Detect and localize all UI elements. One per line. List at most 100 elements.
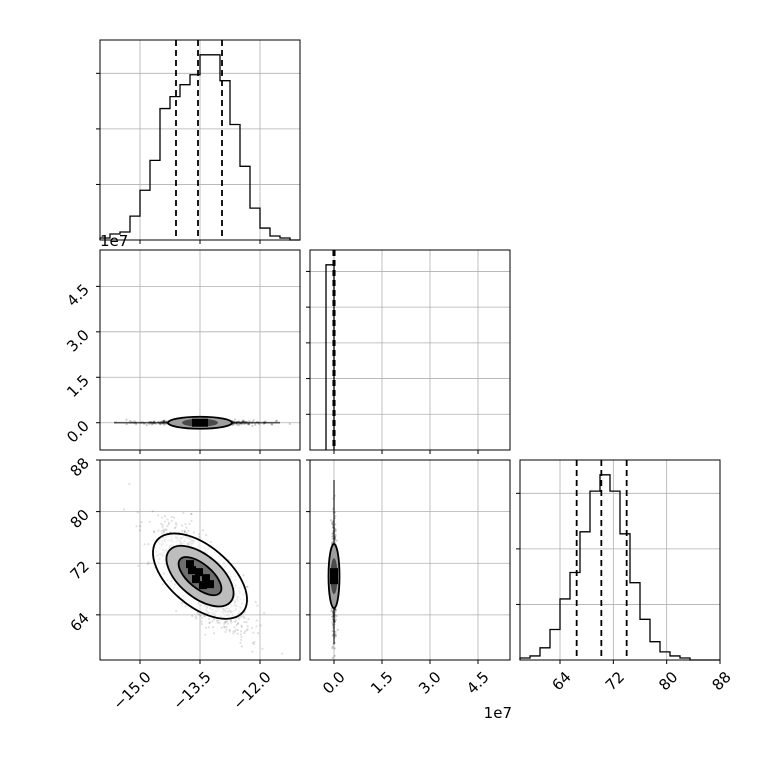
kde-p1-p2-sample-point <box>334 630 337 634</box>
kde-p0-p2-core-cell-6 <box>186 560 194 569</box>
kde-p1-p2-sample-point <box>331 540 334 544</box>
kde-p0-p2-core-cell-2 <box>202 574 210 583</box>
kde-p0-p1-sample-point <box>163 419 166 422</box>
kde-p0-p2-sample-point <box>259 624 262 627</box>
kde-p0-p2-sample-point <box>160 522 163 526</box>
kde-p0-p1-sample-point <box>271 423 274 426</box>
kde-p0-p2-sample-point <box>160 529 163 533</box>
kde-p0-p1-sample-point <box>251 424 254 427</box>
kde-p0-p2-sample-point <box>162 531 166 534</box>
kde-p0-p2-sample-point <box>183 529 186 532</box>
kde-p0-p2-sample-point <box>181 524 184 527</box>
kde-p0-p2-sample-point <box>166 525 169 528</box>
kde-p0-p1-ytick-label-0: 0.0 <box>63 417 93 447</box>
kde-p0-p1-frame <box>99 249 301 451</box>
kde-p0-p2-sample-point <box>201 529 204 532</box>
kde-p0-p1-sample-point <box>288 422 291 425</box>
kde-p0-p2-sample-point <box>194 615 197 619</box>
kde-p0-p2-sample-point <box>223 622 226 625</box>
kde-p0-p2-sample-point <box>230 621 233 624</box>
kde-p0-p2-sample-point <box>183 530 186 534</box>
kde-p0-p2-sample-point <box>163 529 166 533</box>
kde-p0-p2-sample-point <box>226 620 229 623</box>
kde-p0-p2-frame <box>99 459 301 661</box>
hist-p1-frame <box>309 249 511 451</box>
kde-p1-p2-sample-point <box>334 534 337 537</box>
kde-p0-p2-sample-point <box>232 630 235 633</box>
kde-p1-p2-sample-point <box>331 647 334 650</box>
density-layer <box>114 418 339 659</box>
kde-p0-p2-sample-point <box>213 618 216 621</box>
kde-p0-p2-sample-point <box>236 622 240 625</box>
kde-p0-p1-sample-point <box>150 423 154 426</box>
kde-p0-p2-sample-point <box>212 632 216 635</box>
kde-p0-p2-sample-point <box>143 543 146 546</box>
kde-p1-p2-sample-point <box>334 635 337 638</box>
kde-p0-p2-sample-point <box>192 531 195 534</box>
kde-p1-p2-sample-point <box>336 628 339 631</box>
kde-p0-p2-ytick-label-1: 72 <box>67 557 93 583</box>
kde-p0-p2-sample-point <box>191 614 194 618</box>
kde-p0-p1-sample-point <box>125 423 128 426</box>
kde-p0-p2-sample-point <box>209 540 212 544</box>
kde-p0-p2-sample-point <box>174 521 177 525</box>
kde-p0-p1-sample-point <box>133 420 136 423</box>
kde-p0-p1-ytick-label-3: 4.5 <box>63 280 93 310</box>
kde-p0-p1-sample-point <box>233 418 236 421</box>
kde-p0-p1-sample-point <box>270 423 273 426</box>
kde-p0-p2-sample-point <box>225 628 228 631</box>
kde-p0-p2-sample-point <box>224 630 227 634</box>
kde-p0-p1-sample-point <box>163 423 166 426</box>
kde-p0-p2-sample-point <box>161 525 164 529</box>
kde-p0-p2-sample-point <box>254 600 257 604</box>
kde-p0-p2-sample-point <box>246 585 249 588</box>
kde-p1-p2-sample-point <box>334 609 338 612</box>
kde-p0-p2-sample-point <box>215 619 218 622</box>
kde-p0-p2-sample-point <box>234 630 237 633</box>
kde-p1-p2-core-cell <box>330 568 338 585</box>
kde-p0-p2-core-cell-4 <box>199 581 207 590</box>
kde-p0-p1-sample-point <box>252 419 255 422</box>
kde-p0-p2-sample-point <box>256 632 260 635</box>
kde-p0-p2-contour-0 <box>152 532 248 620</box>
hist-p0-histogram-step <box>99 54 300 241</box>
kde-p0-p2-sample-point <box>253 640 256 644</box>
kde-p1-p2-xtick-label-1: 1.5 <box>367 668 397 698</box>
kde-p0-p1-sample-point <box>242 420 245 423</box>
kde-p0-p2-sample-point <box>175 523 178 526</box>
kde-p0-p1-sample-point <box>254 423 257 426</box>
kde-p0-p2-ytick-label-2: 80 <box>67 506 93 532</box>
kde-p0-p2-sample-point <box>180 530 183 533</box>
kde-p0-p2-sample-point <box>167 521 170 524</box>
kde-p0-p2-sample-point <box>200 622 203 626</box>
kde-p0-p2-sample-point <box>173 527 176 530</box>
kde-p0-p2-sample-point <box>139 529 142 532</box>
kde-p0-p2-sample-point <box>170 516 173 519</box>
kde-p0-p2-sample-point <box>163 515 166 518</box>
frames-layer <box>96 39 721 664</box>
hist-p1-histogram-step <box>325 264 335 450</box>
kde-p1-p2-sample-point <box>331 537 334 540</box>
kde-p0-p1-sample-point <box>125 418 128 421</box>
hist-p2-xtick-label-2: 80 <box>655 668 681 694</box>
kde-p1-p2-sample-point <box>331 542 334 545</box>
kde-p0-p2-sample-point <box>199 614 202 617</box>
marks-layer <box>99 40 720 661</box>
kde-p0-p2-sample-point <box>242 574 245 577</box>
kde-p0-p2-ytick-label-0: 64 <box>67 609 93 635</box>
kde-p0-p2-sample-point <box>238 617 241 620</box>
kde-p0-p2-core-cell-1 <box>195 568 203 577</box>
kde-p0-p2-sample-point <box>261 647 264 650</box>
kde-p0-p2-sample-point <box>180 601 183 605</box>
kde-p0-p2-sample-point <box>164 528 167 531</box>
hist-p2-xtick-label-1: 72 <box>602 668 628 694</box>
kde-p1-p2-sample-point <box>334 633 337 636</box>
kde-p0-p2-sample-point <box>252 643 256 646</box>
kde-p0-p2-sample-point <box>128 482 131 485</box>
kde-p1-p2-xtick-label-3: 4.5 <box>463 668 493 698</box>
kde-p0-p2-sample-point <box>200 616 204 620</box>
kde-p0-p2-sample-point <box>123 508 126 511</box>
kde-p0-p2-sample-point <box>236 632 239 635</box>
kde-p0-p2-sample-point <box>240 615 243 618</box>
kde-p1-p2-sample-point <box>331 656 334 659</box>
